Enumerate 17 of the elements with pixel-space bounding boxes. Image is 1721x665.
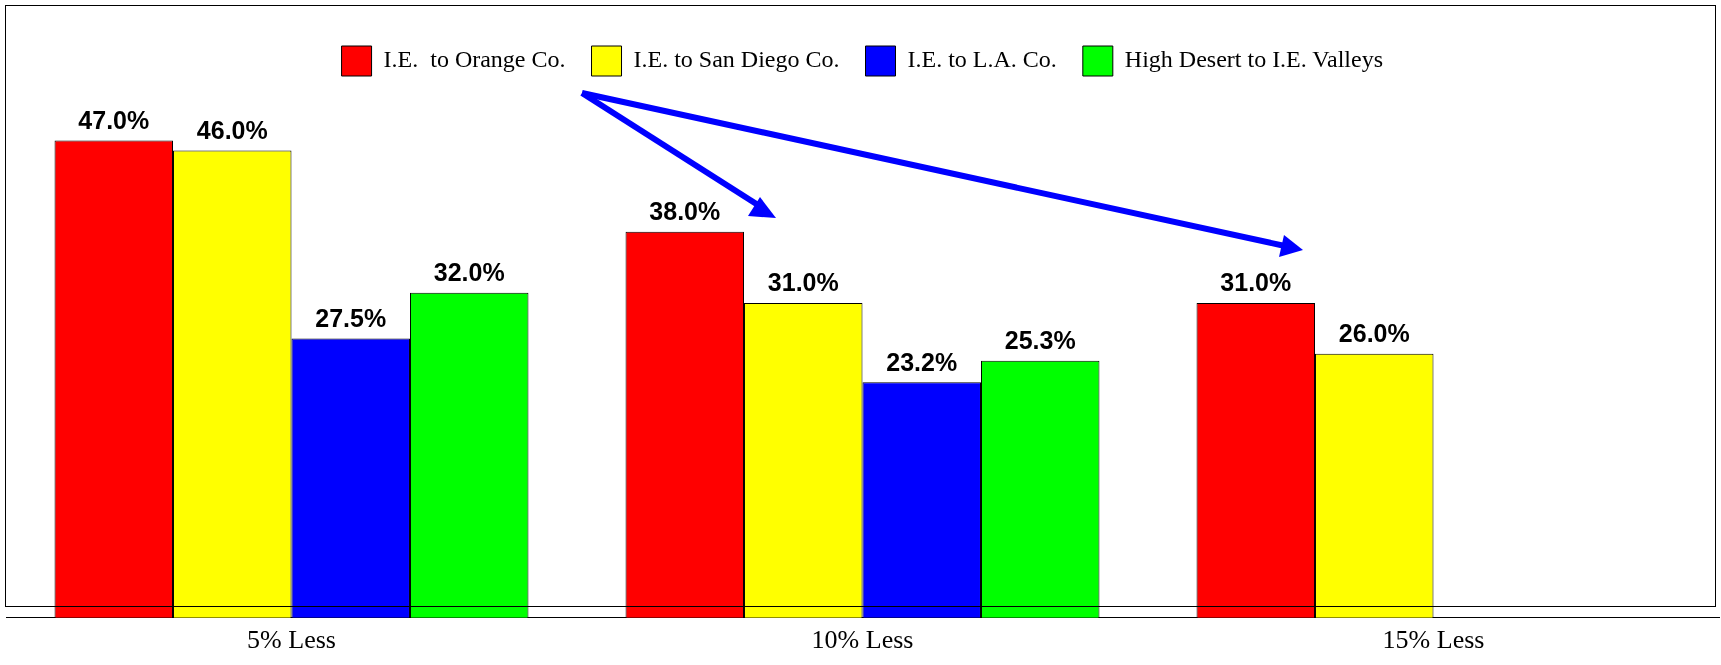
data-label: 32.0% [433, 258, 505, 287]
x-tick-label: 5% Less [247, 625, 336, 655]
legend-label: High Desert to I.E. Valleys [1124, 46, 1384, 73]
data-label: 23.2% [886, 347, 958, 376]
data-label: 31.0% [1220, 268, 1292, 297]
data-label: 38.0% [649, 197, 721, 226]
legend-label: I.E. to L.A. Co. [907, 46, 1057, 73]
data-label: 25.3% [1004, 326, 1076, 355]
x-tick-label: 10% Less [811, 625, 914, 655]
legend-label: I.E. to San Diego Co. [633, 46, 840, 73]
legend-label: I.E. to Orange Co. [383, 46, 566, 73]
data-label: 26.0% [1338, 319, 1410, 348]
data-label: 27.5% [315, 303, 387, 332]
data-label: 47.0% [78, 105, 150, 134]
data-label: 31.0% [767, 268, 839, 297]
x-tick-label: 15% Less [1382, 625, 1485, 655]
data-label: 46.0% [196, 116, 268, 145]
